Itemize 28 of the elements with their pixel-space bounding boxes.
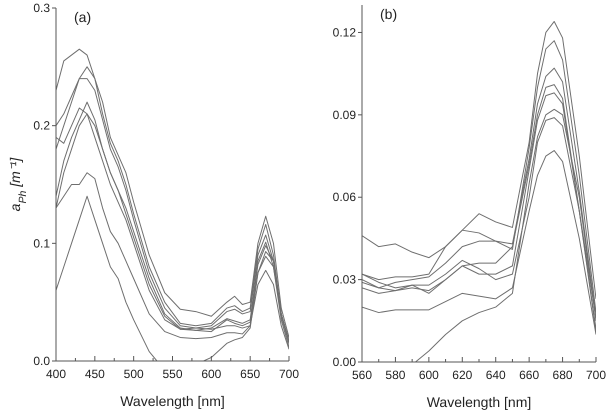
x-tick-label: 700 <box>278 367 300 381</box>
x-tick-label: 550 <box>162 367 183 381</box>
y-tick-label: 0.2 <box>33 118 50 133</box>
x-tick-label: 700 <box>586 368 606 382</box>
y-tick-label: 0.12 <box>332 25 356 40</box>
x-tick-label: 580 <box>385 368 406 382</box>
x-tick-label: 680 <box>552 368 573 382</box>
y-tick-label: 0.06 <box>332 190 356 204</box>
x-tick-label: 500 <box>124 367 144 381</box>
x-axis-title: Wavelength [nm] <box>120 393 225 409</box>
y-tick-label: 0.3 <box>33 1 50 15</box>
y-tick-label: 0.1 <box>33 236 50 250</box>
x-tick-label: 640 <box>486 368 506 382</box>
x-tick-label: 600 <box>201 367 222 381</box>
y-tick-label: 0.03 <box>332 272 356 287</box>
x-tick-label: 660 <box>519 368 540 382</box>
chart-title: (b) <box>380 6 398 22</box>
y-tick-label: 0.0 <box>33 354 50 368</box>
y-tick-label: 0.00 <box>332 355 356 369</box>
x-axis-title: Wavelength [nm] <box>426 394 532 410</box>
chart-title: (a) <box>74 9 92 25</box>
x-tick-label: 650 <box>240 367 260 381</box>
y-tick-label: 0.09 <box>332 108 356 122</box>
x-tick-label: 400 <box>46 367 66 381</box>
x-tick-label: 600 <box>418 368 440 382</box>
x-tick-label: 560 <box>352 368 372 382</box>
x-tick-label: 450 <box>84 367 106 381</box>
x-tick-label: 620 <box>452 368 473 382</box>
